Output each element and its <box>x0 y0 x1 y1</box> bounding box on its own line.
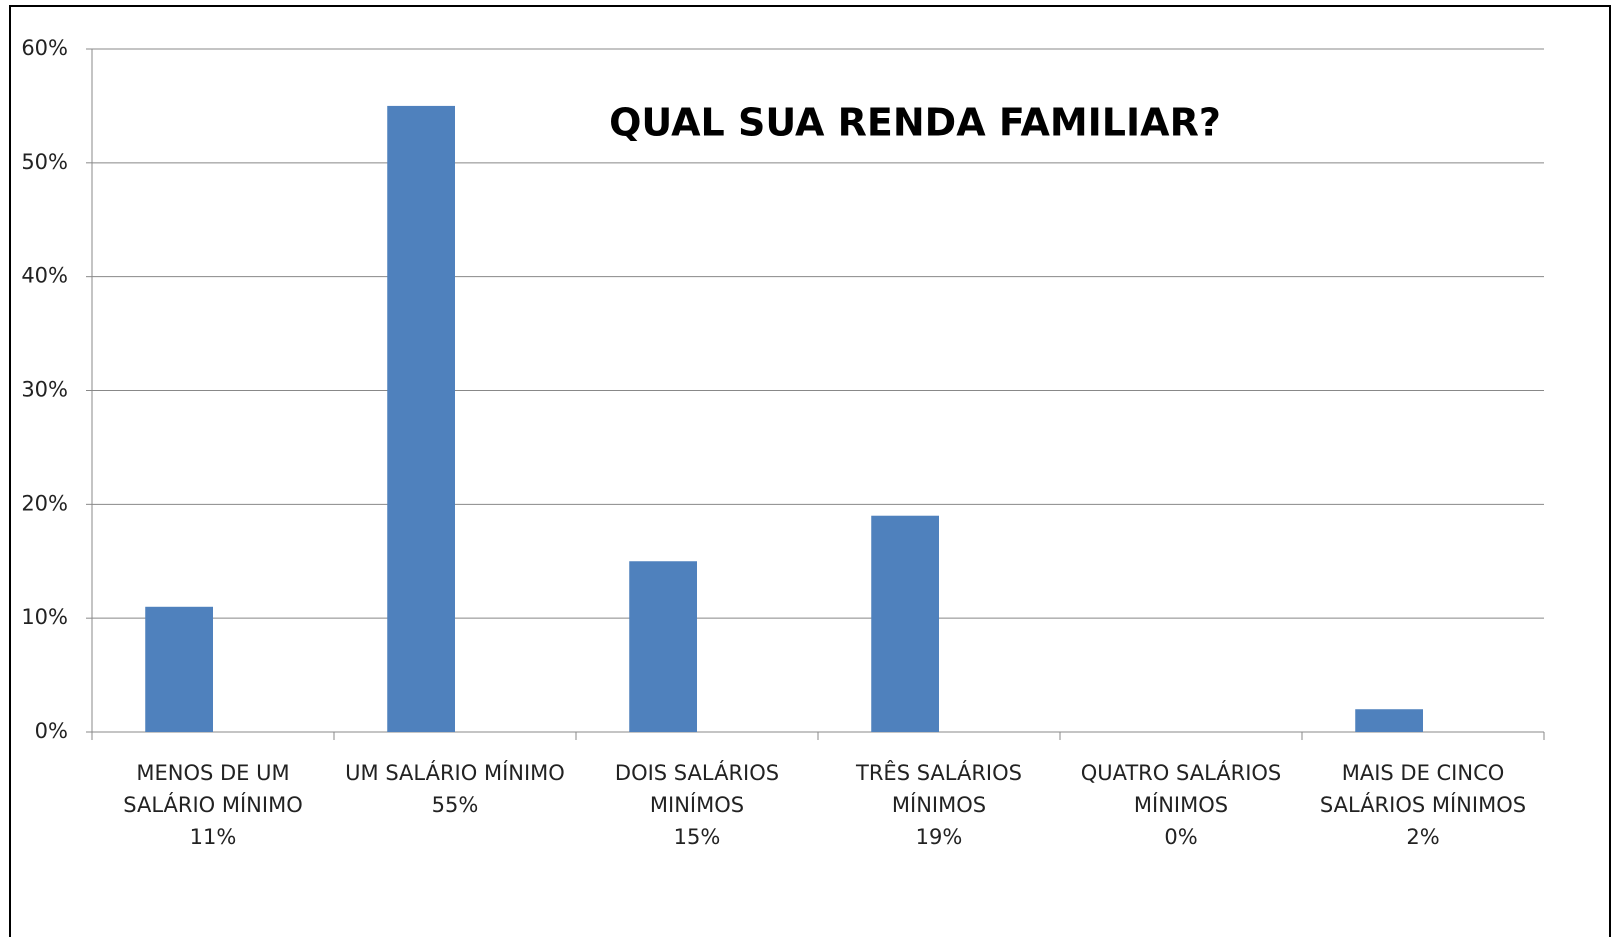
chart-title: QUAL SUA RENDA FAMILIAR? <box>609 101 1221 145</box>
bar <box>145 606 213 732</box>
bar <box>629 561 697 732</box>
x-tick-label: QUATRO SALÁRIOS MÍNIMOS 0% <box>1063 757 1299 853</box>
bar <box>871 515 939 732</box>
x-tick-label: DOIS SALÁRIOS MINÍMOS 15% <box>579 757 815 853</box>
category-label: MAIS DE CINCO SALÁRIOS MÍNIMOS <box>1319 761 1527 817</box>
category-label: UM SALÁRIO MÍNIMO <box>345 761 565 785</box>
bar <box>387 105 455 732</box>
y-tick-label: 10% <box>21 605 68 629</box>
value-label: 11% <box>189 825 237 849</box>
y-tick-label: 60% <box>21 36 68 60</box>
x-tick-label: MAIS DE CINCO SALÁRIOS MÍNIMOS 2% <box>1305 757 1541 853</box>
category-label: MENOS DE UM SALÁRIO MÍNIMO <box>123 761 303 817</box>
bar <box>1355 709 1423 732</box>
value-label: 2% <box>1406 825 1440 849</box>
value-label: 0% <box>1164 825 1198 849</box>
y-tick-label: 50% <box>21 150 68 174</box>
value-label: 19% <box>915 825 963 849</box>
y-tick-label: 0% <box>35 719 68 743</box>
y-tick-label: 40% <box>21 264 68 288</box>
category-label: DOIS SALÁRIOS MINÍMOS <box>614 761 780 817</box>
x-tick-label: UM SALÁRIO MÍNIMO 55% <box>337 757 573 821</box>
value-label: 55% <box>431 793 479 817</box>
y-tick-label: 30% <box>21 378 68 402</box>
value-label: 15% <box>673 825 721 849</box>
frame <box>9 5 1611 937</box>
x-tick-label: TRÊS SALÁRIOS MÍNIMOS 19% <box>821 757 1057 853</box>
category-label: TRÊS SALÁRIOS MÍNIMOS <box>856 761 1022 817</box>
category-label: QUATRO SALÁRIOS MÍNIMOS <box>1080 761 1282 817</box>
y-tick-label: 20% <box>21 491 68 515</box>
x-tick-label: MENOS DE UM SALÁRIO MÍNIMO 11% <box>95 757 331 853</box>
